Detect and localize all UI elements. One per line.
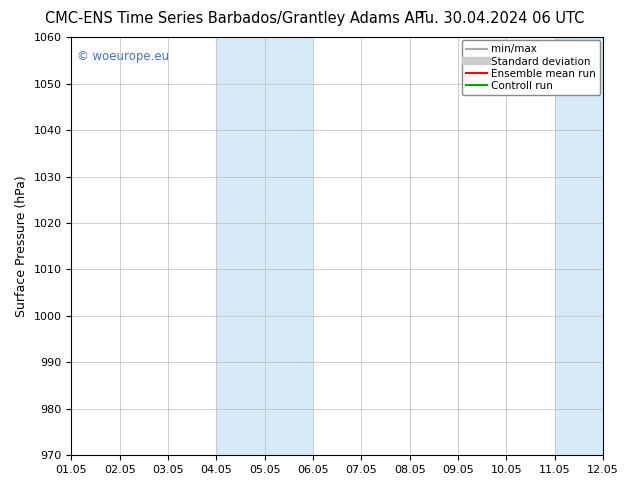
Y-axis label: Surface Pressure (hPa): Surface Pressure (hPa) <box>15 175 28 317</box>
Text: © woeurope.eu: © woeurope.eu <box>77 49 169 63</box>
Text: CMC-ENS Time Series Barbados/Grantley Adams AP: CMC-ENS Time Series Barbados/Grantley Ad… <box>46 11 424 26</box>
Text: Tu. 30.04.2024 06 UTC: Tu. 30.04.2024 06 UTC <box>418 11 584 26</box>
Bar <box>216 37 313 455</box>
Legend: min/max, Standard deviation, Ensemble mean run, Controll run: min/max, Standard deviation, Ensemble me… <box>462 40 600 95</box>
Bar <box>555 37 603 455</box>
